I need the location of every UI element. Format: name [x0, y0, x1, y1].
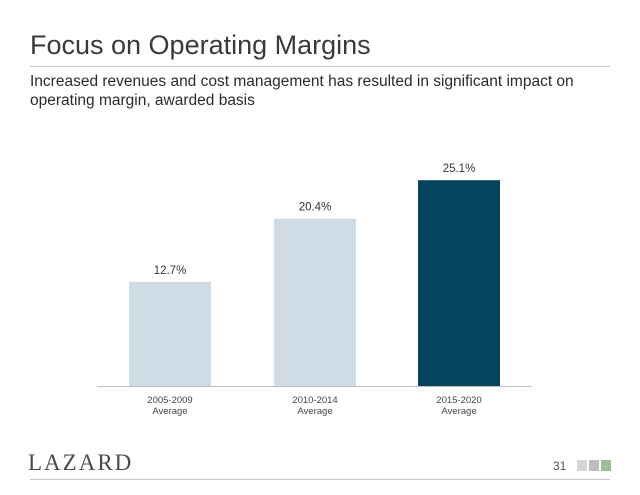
data-label-3: 25.1%: [443, 163, 476, 175]
title-divider: [30, 66, 610, 67]
slide-subtitle: Increased revenues and cost management h…: [30, 73, 574, 109]
data-label-1: 12.7%: [154, 265, 187, 277]
bar-chart: 12.7%2005-2009Average20.4%2010-2014Avera…: [97, 163, 532, 417]
page-number: 31: [553, 459, 567, 473]
category-label-1-line-2: Average: [152, 406, 187, 417]
footer-divider: [30, 479, 610, 480]
lazard-logo: LAZARD: [28, 450, 134, 475]
page-block-2: [589, 460, 599, 471]
bar-3: [418, 180, 500, 386]
data-label-2: 20.4%: [299, 202, 332, 214]
category-label-2-line-1: 2010-2014: [292, 395, 337, 406]
category-label-3-line-1: 2015-2020: [436, 395, 481, 406]
slide-title: Focus on Operating Margins: [30, 30, 371, 60]
category-label-2-line-2: Average: [297, 406, 332, 417]
page-indicator: [577, 460, 611, 471]
category-label-3-line-2: Average: [441, 406, 476, 417]
page-block-3: [601, 460, 611, 471]
bar-2: [274, 218, 356, 386]
bar-1: [129, 281, 211, 386]
category-label-1-line-1: 2005-2009: [147, 395, 192, 406]
page-block-1: [577, 460, 587, 471]
